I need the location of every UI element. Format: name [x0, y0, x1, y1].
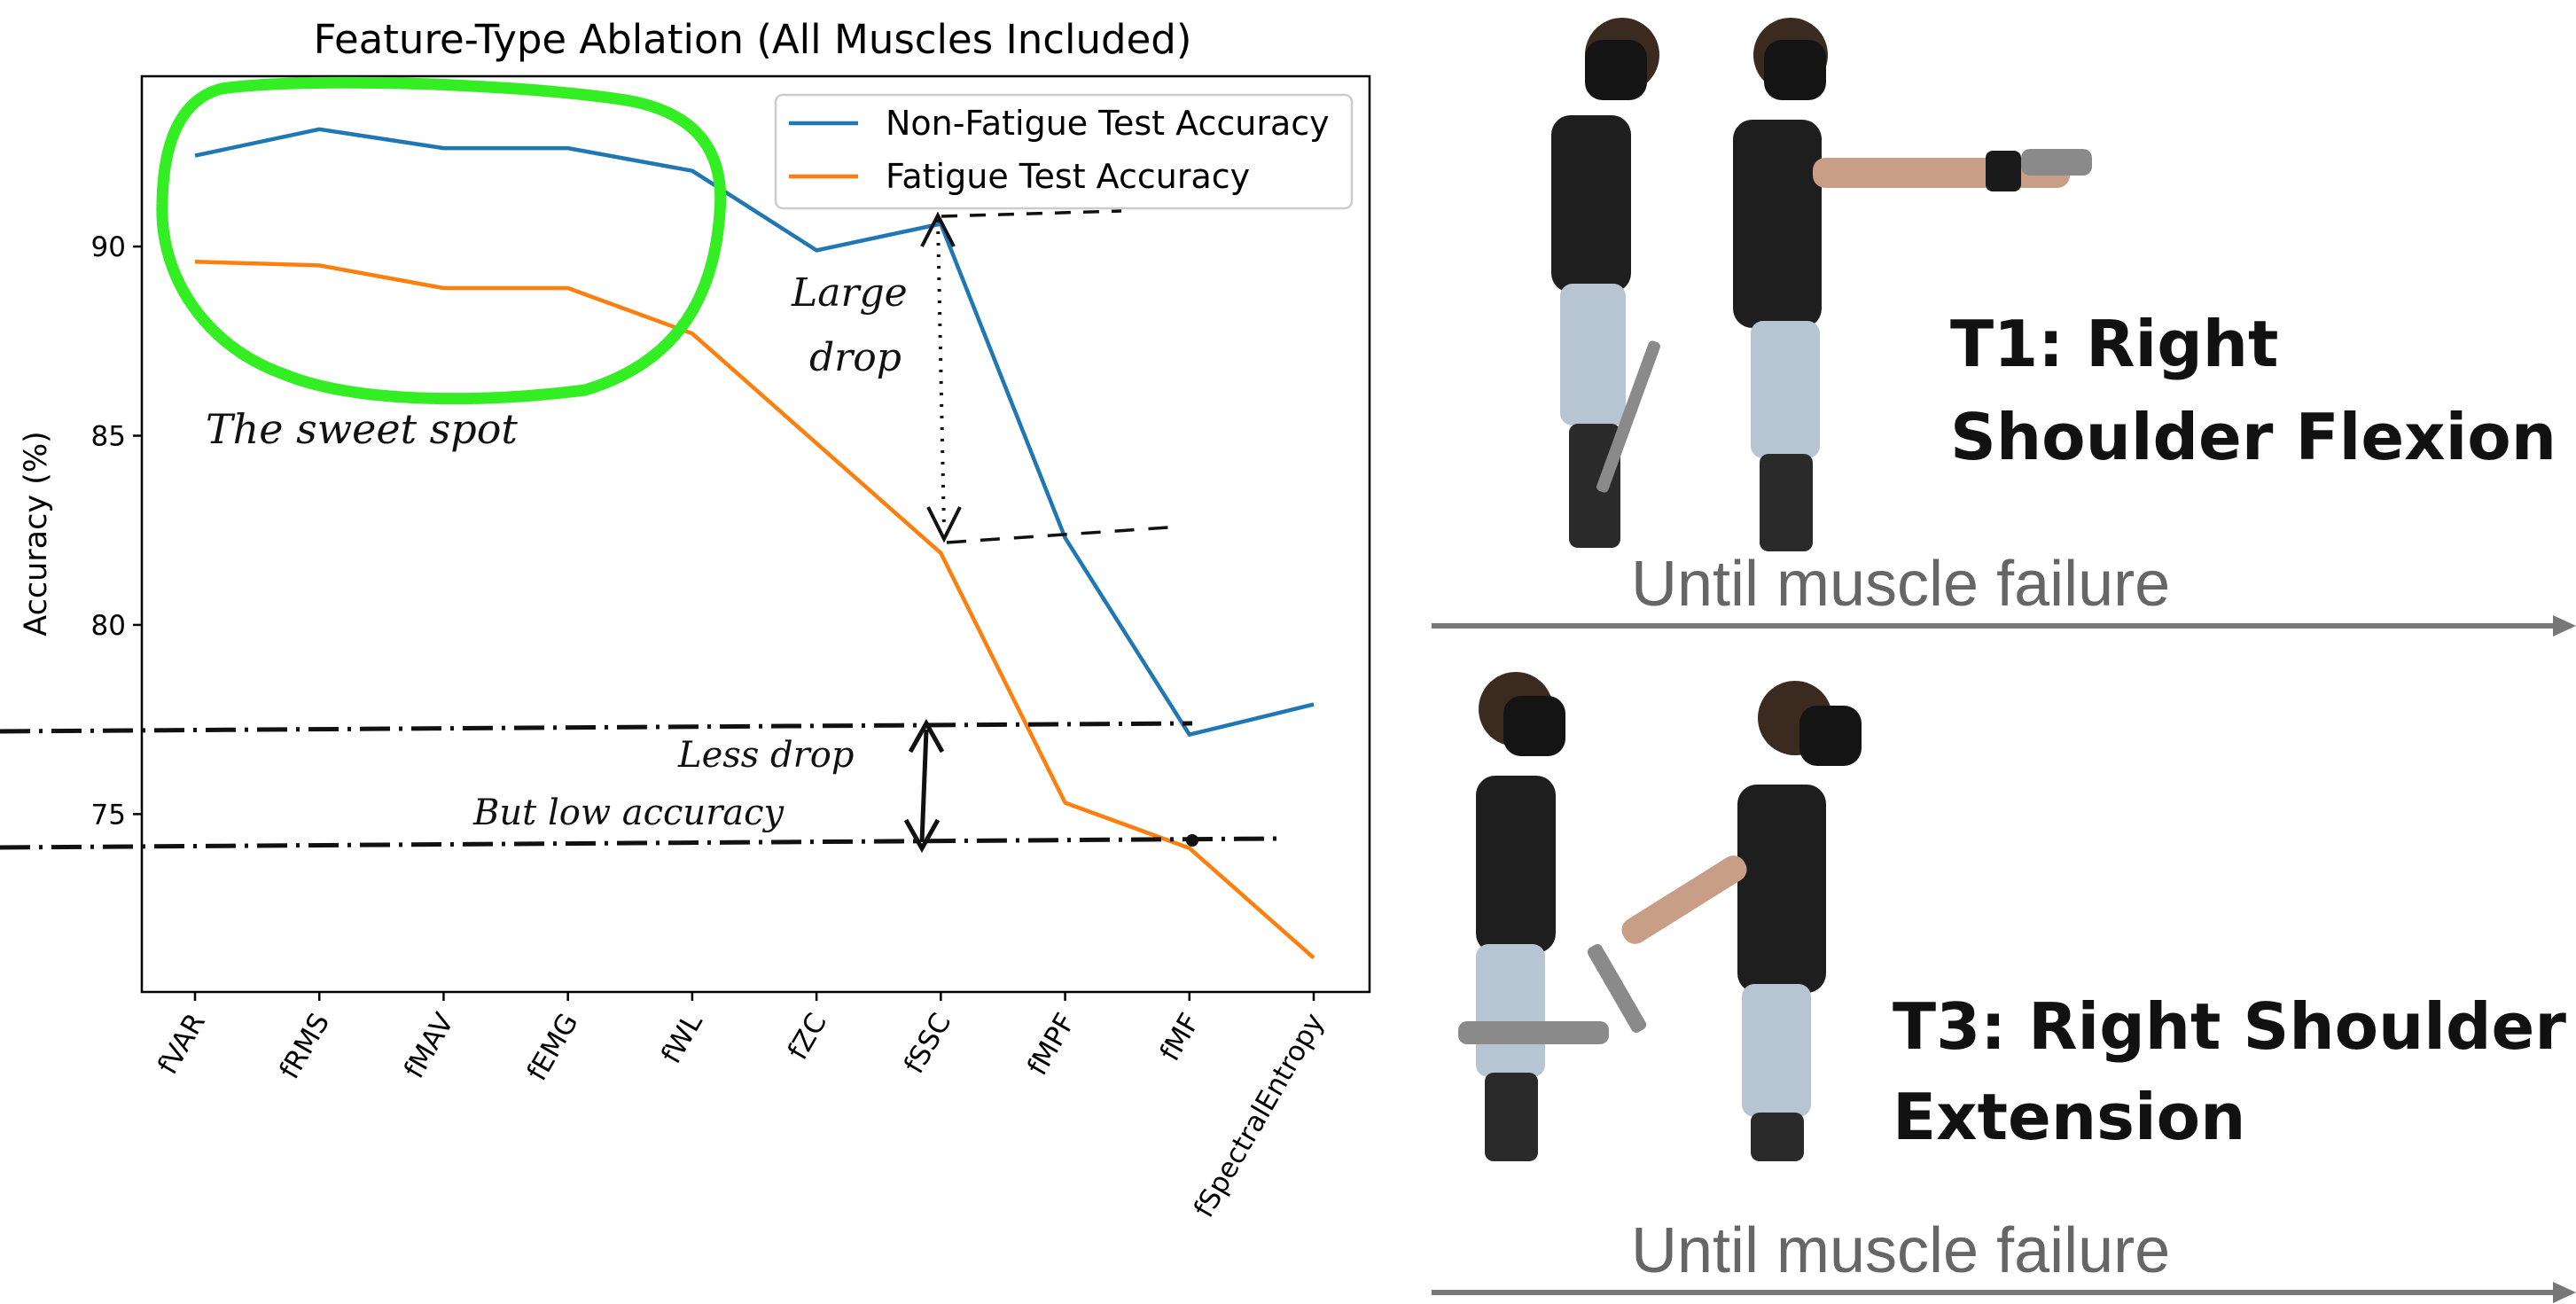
fmf-fatigue-marker [1186, 834, 1198, 847]
panel-2-title-line2: Extension [1893, 1080, 2245, 1154]
large-drop-note-line2: drop [809, 335, 902, 380]
legend-label-fatigue: Fatigue Test Accuracy [886, 157, 1250, 196]
low-accuracy-note: But low accuracy [472, 793, 785, 833]
large-drop-guide-bottom [946, 526, 1169, 544]
large-drop-arrow [936, 219, 946, 531]
t3-subject-extension-figure [1587, 681, 1862, 1161]
x-tick-label: fZC [782, 1008, 833, 1066]
x-axis-ticks: fVAR fRMS fMAV fEMG fWL fZC fSSC fMPF fMFfSpectr… [152, 992, 1331, 1223]
y-tick-label: 80 [91, 610, 126, 642]
x-tick-label: fVAR [152, 1008, 212, 1080]
series-lines [194, 127, 1315, 960]
x-tick-label: fRMS [274, 1008, 337, 1084]
x-tick-label: fMF [1154, 1008, 1206, 1066]
t1-subject-flexion-figure [1733, 18, 2092, 551]
panel-2-caption: Until muscle failure [1631, 1215, 2170, 1286]
x-tick-label: fWL [655, 1007, 709, 1069]
series-line-fatigue [194, 259, 1315, 960]
legend: Non-Fatigue Test Accuracy Fatigue Test A… [774, 93, 1354, 210]
x-tick-label: fEMG [521, 1008, 585, 1086]
y-tick-label: 75 [91, 799, 126, 831]
less-drop-arrow [919, 729, 929, 843]
t3-subject-standing-figure [1458, 672, 1609, 1161]
plot-area-frame [140, 74, 1371, 994]
large-drop-guide-top [941, 209, 1122, 218]
less-drop-guide-top [0, 721, 1193, 734]
panel-1-caption: Until muscle failure [1631, 549, 2170, 620]
legend-label-non-fatigue: Non-Fatigue Test Accuracy [886, 104, 1330, 143]
less-drop-note: Less drop [677, 735, 854, 776]
x-tick-label: fMPF [1021, 1008, 1081, 1081]
chart-title: Feature-Type Ablation (All Muscles Inclu… [314, 16, 1192, 63]
y-axis-label: Accuracy (%) [19, 431, 54, 636]
x-tick-label: fSSC [898, 1008, 957, 1079]
panel-2-arrow-head [2553, 1282, 2576, 1303]
sweet-spot-note: The sweet spot [206, 405, 518, 453]
panel-1-title-line1: T1: Right [1950, 307, 2278, 381]
y-tick-label: 90 [91, 231, 126, 263]
y-axis-ticks: 75 80 85 90 [91, 231, 142, 831]
less-drop-arrowhead-bottom [903, 818, 941, 854]
sweet-spot-highlight [156, 76, 727, 405]
x-tick-label: fSpectralEntropy [1188, 1008, 1331, 1223]
y-tick-label: 85 [91, 421, 126, 453]
panel-1-arrow-head [2553, 615, 2576, 636]
x-tick-label: fMAV [398, 1008, 460, 1084]
panel-1-title-line2: Shoulder Flexion [1950, 400, 2556, 474]
large-drop-note-line1: Large [791, 270, 908, 316]
less-drop-guide-bottom [0, 836, 1277, 850]
series-line-non-fatigue [194, 127, 1315, 737]
less-drop-arrowhead-top [908, 718, 945, 754]
t1-subject-standing-figure [1551, 18, 1660, 548]
large-drop-arrowhead-bottom [926, 506, 962, 543]
legend-box [774, 93, 1354, 210]
large-drop-arrowhead-top [920, 211, 956, 247]
panel-2-title-line1: T3: Right Shoulder [1893, 989, 2566, 1064]
